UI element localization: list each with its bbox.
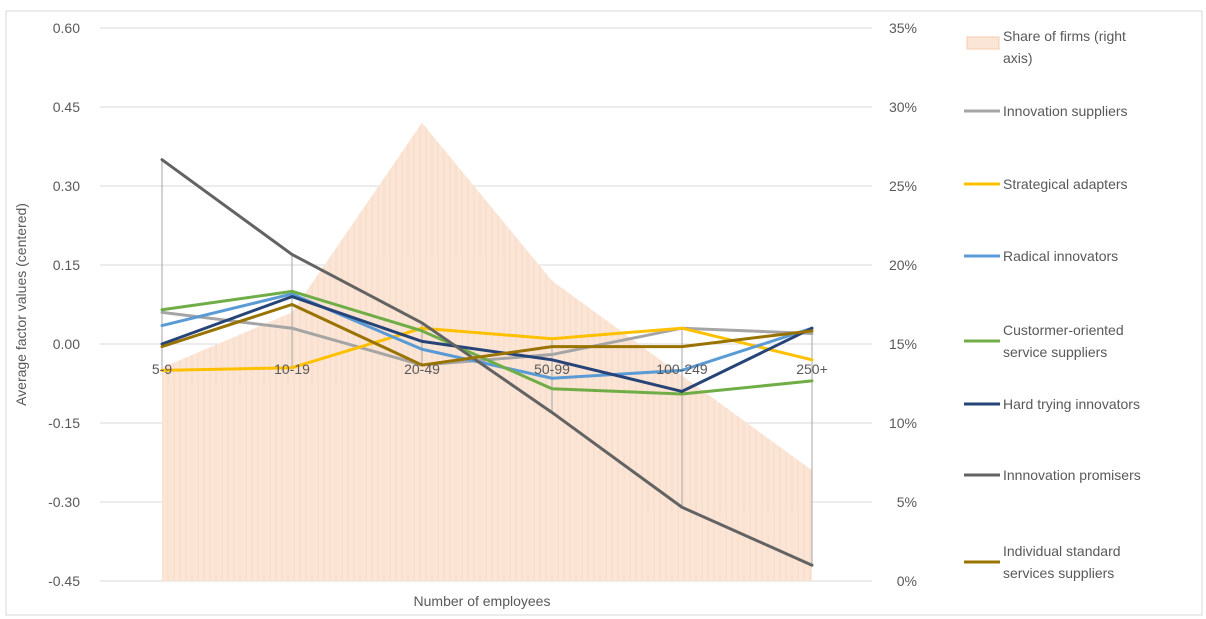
y-tick-label: 0.30 [53, 178, 80, 194]
legend-swatch-area [966, 36, 1000, 50]
series-line-5 [160, 158, 814, 567]
y2-tick-label: 15% [889, 336, 917, 352]
legend-item: Radical innovators [964, 248, 1118, 264]
y2-tick-label: 25% [889, 178, 917, 194]
category-label: 250+ [796, 361, 828, 377]
category-label: 100-249 [656, 361, 708, 377]
line-series [160, 158, 814, 567]
legend-item: Individual standard services suppliers [964, 543, 1121, 581]
y-tick-label: -0.15 [48, 415, 80, 431]
x-axis-title: Number of employees [414, 593, 551, 609]
y-tick-label: 0.15 [53, 257, 80, 273]
legend-item: Hard trying innovators [964, 396, 1140, 412]
y2-tick-label: 20% [889, 257, 917, 273]
legend-item: Custormer-oriented service suppliers [964, 322, 1124, 360]
y2-tick-label: 10% [889, 415, 917, 431]
y-axis-title: Average factor values (centered) [13, 203, 29, 406]
category-label: 50-99 [534, 361, 570, 377]
legend-label: Hard trying innovators [1003, 396, 1140, 412]
legend-item: Innovation suppliers [964, 103, 1128, 119]
legend-item: Share of firms (right axis) [966, 28, 1126, 66]
y-tick-label: -0.30 [48, 494, 80, 510]
legend-label: Custormer-oriented [1003, 322, 1124, 338]
y2-tick-label: 5% [897, 494, 917, 510]
y2-tick-label: 0% [897, 573, 917, 589]
series-line-2 [160, 292, 814, 380]
legend-label: service suppliers [1003, 344, 1107, 360]
y-axis-left-ticks: 0.60 0.45 0.30 0.15 0.00 -0.15 -0.30 -0.45 [48, 20, 80, 589]
legend: Share of firms (right axis) Innovation sup… [964, 28, 1141, 581]
y-tick-label: 0.60 [53, 20, 80, 36]
series-line-1 [160, 326, 814, 372]
legend-label: Individual standard [1003, 543, 1121, 559]
y-tick-label: 0.00 [53, 336, 80, 352]
legend-label: Innovation suppliers [1003, 103, 1128, 119]
legend-item: Strategical adapters [964, 176, 1128, 192]
legend-label: Radical innovators [1003, 248, 1118, 264]
series-line-3 [160, 289, 814, 396]
x-axis-categories: 5-9 10-19 20-49 50-99 100-249 250+ [152, 361, 828, 377]
category-label: 20-49 [404, 361, 440, 377]
legend-label: Share of firms (right [1003, 28, 1126, 44]
series-line-6 [160, 303, 814, 367]
legend-label: Innnovation promisers [1003, 467, 1141, 483]
category-label: 5-9 [152, 361, 172, 377]
category-label: 10-19 [274, 361, 310, 377]
y-tick-label: -0.45 [48, 573, 80, 589]
y-axis-right-ticks: 35% 30% 25% 20% 15% 10% 5% 0% [889, 20, 917, 589]
y2-tick-label: 30% [889, 99, 917, 115]
legend-label: services suppliers [1003, 565, 1114, 581]
legend-label: Strategical adapters [1003, 176, 1128, 192]
legend-label: axis) [1003, 50, 1033, 66]
legend-item: Innnovation promisers [964, 467, 1141, 483]
y2-tick-label: 35% [889, 20, 917, 36]
y-tick-label: 0.45 [53, 99, 80, 115]
series-line-4 [160, 295, 814, 393]
